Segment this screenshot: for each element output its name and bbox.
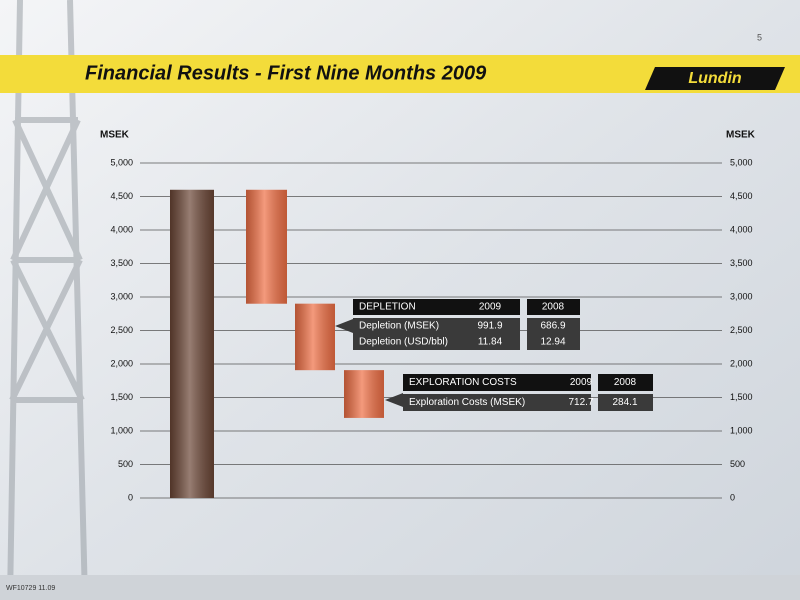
- table-body: [353, 318, 520, 350]
- y-tick-label: 3,000: [110, 291, 133, 301]
- y2-tick-label: 2,000: [730, 358, 753, 368]
- table-header: [527, 299, 580, 315]
- callout-arrow: [335, 319, 353, 333]
- plot: 0 0 500 500 1,000 1,000 1,500 1,500 2,000 2,000 2,…: [110, 157, 752, 502]
- y2-tick-label: 1,000: [730, 425, 753, 435]
- y-tick-label: 5,000: [110, 157, 133, 167]
- table-header-cell: EXPLORATION COSTS: [409, 377, 517, 388]
- table-cell: 284.1: [612, 397, 637, 408]
- table-header: [403, 374, 591, 391]
- tower-decoration: [7, 0, 88, 600]
- y2-tick-label: 3,000: [730, 291, 753, 301]
- y-tick-label: 500: [118, 459, 133, 469]
- table-cell: 686.9: [540, 321, 565, 332]
- table-header-cell: 2009: [479, 302, 502, 313]
- y-tick-label: 3,500: [110, 258, 133, 268]
- table-header-cell: 2008: [542, 302, 565, 313]
- table-body: [527, 318, 580, 350]
- table-cell: 712.7: [568, 397, 593, 408]
- table-header: [598, 374, 653, 391]
- y-tick-label: 4,000: [110, 224, 133, 234]
- y2-tick-label: 2,500: [730, 325, 753, 335]
- y-axis-label: MSEK: [100, 130, 130, 141]
- table-body: [598, 394, 653, 411]
- table-header-cell: DEPLETION: [359, 302, 416, 313]
- table-header-cell: 2009: [570, 377, 593, 388]
- table-header-cell: 2008: [614, 377, 637, 388]
- y2-tick-label: 5,000: [730, 157, 753, 167]
- table-cell: Exploration Costs (MSEK): [409, 397, 525, 408]
- y2-tick-label: 0: [730, 492, 735, 502]
- y-tick-label: 1,000: [110, 425, 133, 435]
- callout-arrow: [385, 393, 403, 407]
- y2-tick-label: 4,000: [730, 224, 753, 234]
- y-tick-label: 0: [128, 492, 133, 502]
- table-header: [353, 299, 520, 315]
- bar-shine: [170, 189, 214, 499]
- y-tick-label: 2,000: [110, 358, 133, 368]
- footer-band: [0, 575, 800, 600]
- y2-tick-label: 1,500: [730, 392, 753, 402]
- y2-axis-label: MSEK: [726, 130, 756, 141]
- bar-shine: [295, 303, 335, 371]
- y2-tick-label: 4,500: [730, 191, 753, 201]
- table-body: [403, 394, 591, 411]
- y-tick-label: 2,500: [110, 325, 133, 335]
- footer-code: WF10729 11.09: [6, 585, 55, 592]
- bar-shine: [344, 370, 384, 418]
- y-tick-label: 4,500: [110, 191, 133, 201]
- table-cell: 991.9: [477, 321, 502, 332]
- table-cell: 12.94: [540, 337, 565, 348]
- page-number: 5: [757, 32, 762, 42]
- logo-box: [645, 67, 785, 90]
- y-tick-label: 1,500: [110, 392, 133, 402]
- table-cell: Depletion (USD/bbl): [359, 337, 448, 348]
- y2-tick-label: 500: [730, 459, 745, 469]
- table-cell: 11.84: [478, 337, 503, 348]
- logo: Lundin: [688, 70, 742, 87]
- bar-shine: [246, 189, 287, 304]
- y2-tick-label: 3,500: [730, 258, 753, 268]
- table-cell: Depletion (MSEK): [359, 321, 439, 332]
- slide-title: Financial Results - First Nine Months 20…: [85, 62, 487, 84]
